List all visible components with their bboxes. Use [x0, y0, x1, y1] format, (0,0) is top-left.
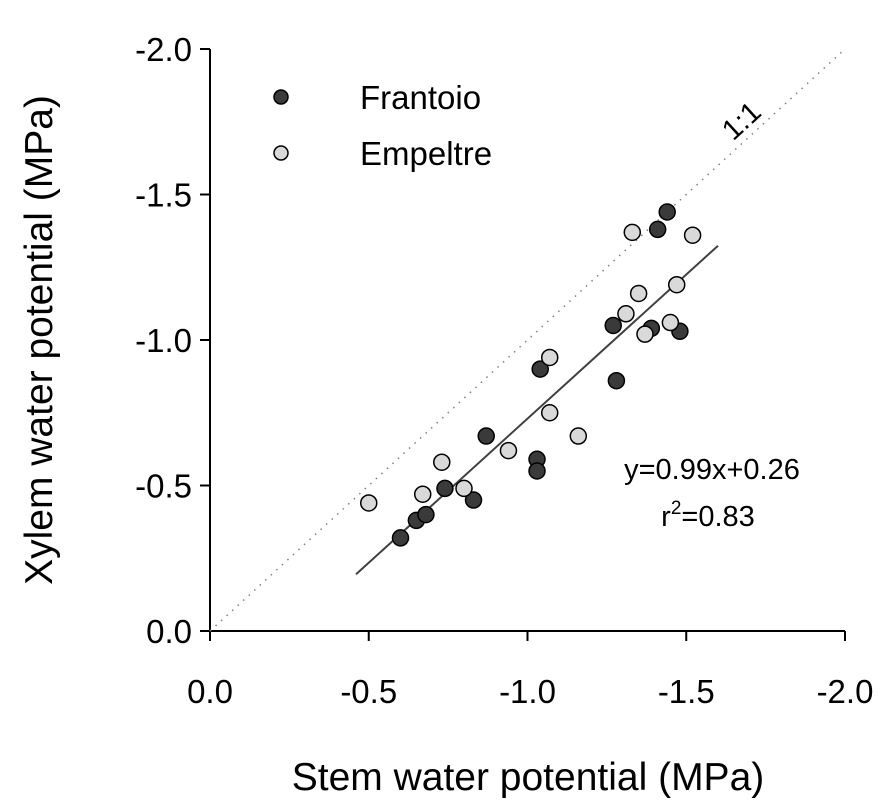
point [569, 427, 588, 445]
x-tick-label: -0.5 [340, 673, 397, 710]
point [683, 226, 702, 244]
point [531, 360, 549, 378]
point [391, 529, 410, 547]
point [433, 453, 451, 471]
equation: y=0.99x+0.26 [624, 454, 800, 486]
r-rest: =0.83 [681, 501, 754, 533]
point [661, 313, 680, 332]
y-tick-label: -1.5 [135, 177, 192, 214]
x-tick-label: -1.0 [499, 673, 556, 710]
point [617, 305, 635, 323]
point [648, 220, 667, 239]
point [464, 491, 483, 509]
legend-marker [273, 89, 289, 105]
y-tick-label: -1.0 [135, 322, 192, 359]
point [629, 284, 648, 303]
point [540, 404, 559, 422]
point [667, 275, 686, 294]
legend-marker [273, 145, 289, 161]
point [623, 223, 642, 242]
y-axis-label: Xylem water potential (MPa) [18, 95, 61, 585]
point [604, 316, 622, 335]
x-tick-label: -2.0 [817, 673, 874, 710]
point [528, 462, 546, 480]
y-tick-label: -2.0 [135, 31, 192, 68]
y-tick-label: -0.5 [135, 468, 192, 505]
r-sup: 2 [671, 498, 682, 519]
point [455, 479, 473, 498]
r-squared: r2=0.83 [661, 498, 755, 533]
legend-label: Empeltre [360, 135, 492, 172]
legend-label: Frantoio [360, 79, 481, 116]
point [417, 505, 435, 524]
x-tick-label: 0.0 [187, 673, 233, 710]
r-base: r [661, 501, 671, 533]
point [636, 325, 654, 343]
point [436, 479, 454, 498]
x-axis-label: Stem water potential (MPa) [292, 756, 765, 799]
identity-line [209, 48, 846, 632]
point [607, 371, 626, 390]
point [477, 427, 495, 445]
x-tick-label: -1.5 [658, 673, 715, 710]
identity-label: 1:1 [716, 96, 767, 147]
point [499, 441, 518, 460]
point [413, 485, 432, 503]
point [658, 203, 676, 221]
point [540, 348, 559, 367]
point [360, 494, 378, 512]
y-tick-label: 0.0 [146, 613, 192, 650]
